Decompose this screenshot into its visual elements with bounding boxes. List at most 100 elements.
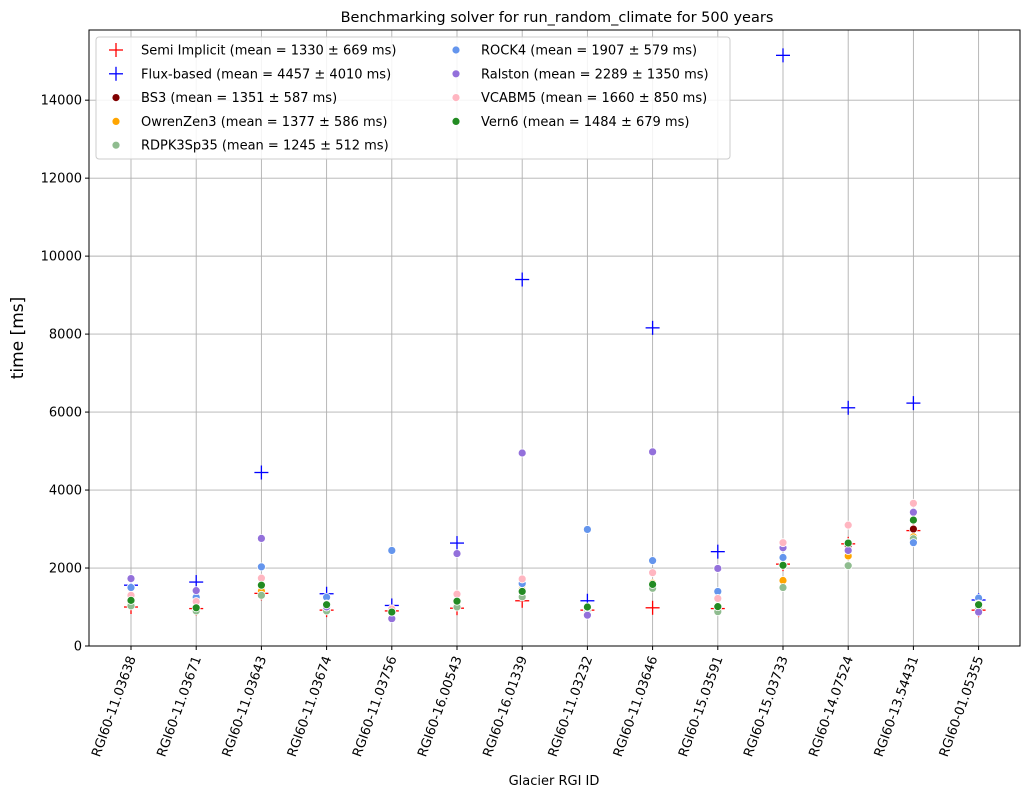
data-point: [648, 556, 657, 566]
data-point: [843, 561, 853, 571]
series-7: [126, 498, 983, 614]
data-point: [517, 448, 527, 458]
chart-title: Benchmarking solver for run_random_clima…: [341, 10, 774, 26]
legend-label: RDPK3Sp35 (mean = 1245 ± 512 ms): [141, 139, 389, 154]
data-point: [645, 320, 660, 335]
data-point: [909, 515, 918, 525]
legend-label: Vern6 (mean = 1484 ± 679 ms): [481, 115, 689, 130]
data-point: [843, 520, 853, 530]
data-point: [909, 524, 918, 534]
x-axis-label: Glacier RGI ID: [509, 774, 600, 789]
legend-marker: [109, 43, 123, 57]
x-tick-label: RGI60-11.03638: [89, 654, 139, 759]
legend-marker: [451, 117, 461, 126]
y-tick-label: 6000: [49, 406, 82, 421]
x-tick-label: RGI60-16.01339: [481, 654, 531, 759]
y-tick-label: 12000: [41, 172, 82, 187]
series-5: [126, 525, 983, 605]
legend-label: Flux-based (mean = 4457 ± 4010 ms): [141, 67, 391, 82]
legend-box: [95, 36, 731, 160]
x-axis: RGI60-11.03638 RGI60-11.03671 RGI60-11.036…: [89, 646, 987, 759]
data-point: [387, 546, 397, 555]
data-point: [583, 602, 592, 612]
legend-marker: [111, 93, 121, 102]
legend-entry: Ralston (mean = 2289 ± 1350 ms): [451, 67, 709, 82]
legend-entry: Semi Implicit (mean = 1330 ± 669 ms): [109, 43, 396, 59]
data-point: [517, 587, 527, 596]
data-point: [843, 538, 853, 548]
data-point: [452, 549, 462, 558]
data-point: [974, 607, 983, 617]
y-tick-label: 10000: [41, 250, 82, 265]
x-tick-label: RGI60-11.03232: [546, 654, 596, 759]
data-point: [778, 553, 788, 562]
legend: Semi Implicit (mean = 1330 ± 669 ms) Flux…: [95, 36, 731, 160]
data-point: [648, 568, 657, 578]
y-tick-label: 8000: [49, 328, 82, 343]
legend-entry: RDPK3Sp35 (mean = 1245 ± 512 ms): [111, 139, 389, 154]
data-point: [909, 538, 918, 548]
data-point: [191, 586, 201, 596]
series-3: [126, 532, 983, 617]
legend-marker: [451, 69, 461, 79]
data-point: [841, 400, 856, 415]
legend-marker: [451, 93, 461, 102]
legend-marker: [111, 140, 121, 150]
y-tick-label: 4000: [49, 484, 82, 499]
data-point: [778, 560, 788, 570]
data-point: [778, 583, 788, 592]
data-point: [909, 498, 918, 508]
legend-marker: [451, 45, 461, 55]
data-point: [583, 610, 592, 620]
data-point: [645, 600, 660, 615]
y-axis: 0 2000 4000 6000 8000 10000 12000 14000: [41, 94, 89, 655]
data-point: [517, 574, 527, 584]
data-point: [776, 48, 790, 63]
x-tick-label: RGI60-11.03646: [611, 654, 661, 759]
legend-label: Semi Implicit (mean = 1330 ± 669 ms): [141, 44, 396, 59]
data-point: [256, 590, 266, 600]
x-tick-label: RGI60-11.03674: [285, 654, 335, 759]
data-point: [713, 602, 723, 612]
data-point: [713, 594, 723, 603]
series-8: [126, 515, 983, 617]
legend-marker: [109, 66, 123, 81]
y-axis-label: time [ms]: [8, 297, 28, 380]
series-0: [124, 523, 986, 618]
x-tick-label: RGI60-15.03733: [741, 654, 791, 759]
legend-entry: Vern6 (mean = 1484 ± 679 ms): [451, 115, 689, 130]
x-tick-label: RGI60-11.03643: [220, 654, 270, 759]
x-tick-label: RGI60-14.07524: [807, 654, 857, 759]
data-point: [452, 596, 462, 606]
x-tick-label: RGI60-11.03671: [155, 654, 205, 759]
data-point: [713, 564, 723, 573]
series-6: [126, 447, 983, 624]
x-tick-label: RGI60-15.03591: [676, 654, 726, 759]
plot-frame: [88, 29, 1021, 647]
legend-label: OwrenZen3 (mean = 1377 ± 586 ms): [141, 115, 388, 130]
data-point: [583, 525, 592, 534]
data-point: [126, 583, 136, 592]
data-point: [974, 600, 983, 610]
data-points: [124, 48, 986, 624]
data-point: [450, 536, 464, 551]
data-point: [843, 546, 853, 555]
data-point: [254, 465, 269, 480]
legend-entry: VCABM5 (mean = 1660 ± 850 ms): [451, 91, 707, 106]
data-point: [387, 607, 397, 617]
y-tick-label: 0: [74, 640, 82, 655]
x-tick-label: RGI60-16.00543: [415, 654, 465, 759]
legend-label: BS3 (mean = 1351 ± 587 ms): [141, 91, 337, 106]
data-point: [191, 603, 201, 613]
data-point: [126, 574, 136, 583]
legend-label: Ralston (mean = 2289 ± 1350 ms): [481, 67, 709, 82]
data-point: [515, 272, 530, 287]
y-tick-label: 2000: [49, 562, 82, 577]
legend-entry: BS3 (mean = 1351 ± 587 ms): [111, 91, 337, 106]
data-point: [256, 562, 266, 572]
legend-label: ROCK4 (mean = 1907 ± 579 ms): [481, 44, 697, 59]
data-point: [648, 447, 657, 457]
legend-entry: ROCK4 (mean = 1907 ± 579 ms): [451, 44, 697, 59]
data-point: [322, 600, 332, 610]
